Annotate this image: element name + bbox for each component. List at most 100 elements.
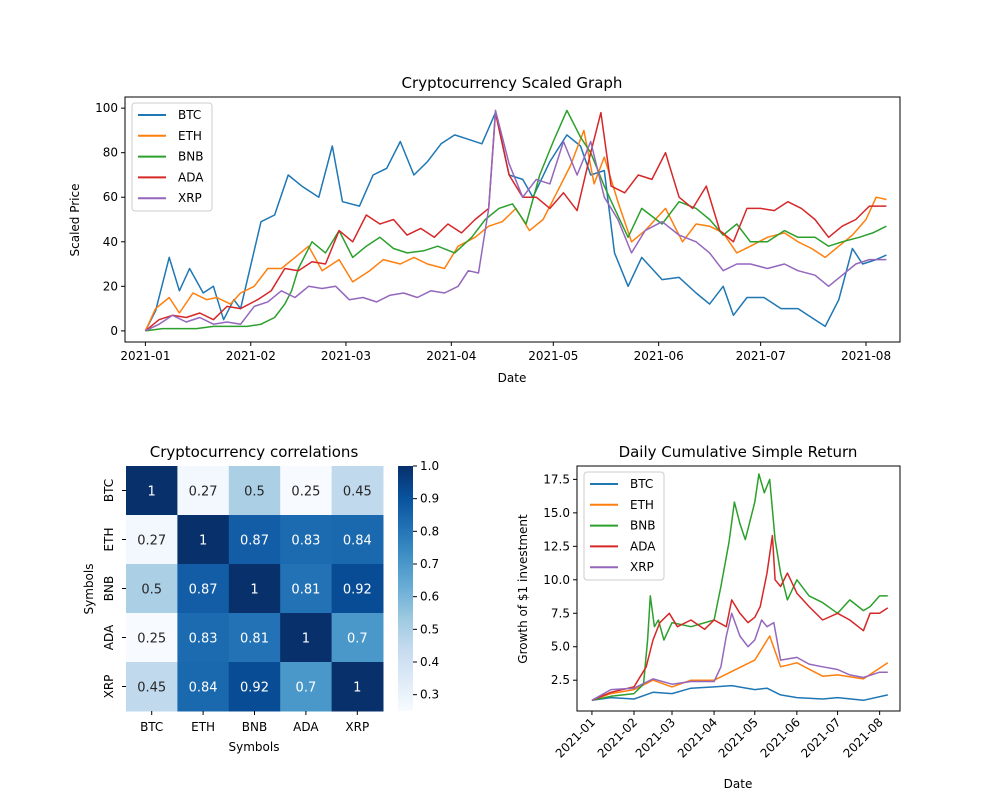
heatmap-cell-value: 0.83 [291,534,320,549]
x-tick-label: 2021-08 [841,349,891,363]
chart3-series-group [591,473,889,702]
series-line-btc [591,684,888,702]
heatmap-cell-value: 0.84 [189,681,218,696]
chart2-title: Cryptocurrency correlations [150,443,359,461]
heatmap-cell-value: 1 [250,583,258,598]
legend-label-xrp: XRP [630,560,654,574]
heatmap-cell [331,662,384,712]
heatmap-y-label: ADA [102,624,116,650]
correlation-heatmap: Cryptocurrency correlations 1 0.27 0.5 0.25… [82,443,439,754]
y-tick-label: 2.5 [551,673,570,687]
legend-label-eth: ETH [630,498,654,512]
heatmap-cell-value: 0.45 [137,681,166,696]
heatmap-cell-value: 0.5 [244,485,265,500]
heatmap-cell [126,466,178,516]
heatmap-cell [280,662,333,712]
series-line-xrp [145,109,887,332]
x-tick-label: 2021-08 [840,715,885,760]
heatmap-cell [126,564,178,614]
heatmap-cell-value: 0.25 [137,632,166,647]
heatmap-cell [126,515,178,565]
heatmap-cell [331,515,384,565]
heatmap-x-label: BNB [242,720,267,734]
x-tick-label: 2021-02 [595,715,640,760]
series-line-ada [144,111,887,332]
x-tick-label: 2021-06 [634,349,684,363]
heatmap-cell-value: 0.92 [343,583,372,598]
heatmap-cell-value: 1 [302,632,310,647]
series-line-xrp [591,612,888,701]
series-line-bnb [591,473,888,702]
chart2-ylabel: Symbols [82,564,96,615]
colorbar-tick-label: 1.0 [420,459,439,473]
heatmap-y-label: XRP [102,675,116,699]
chart1-title: Cryptocurrency Scaled Graph [402,74,623,92]
x-tick-label: 2021-01 [120,349,170,363]
chart3-legend-box [583,471,665,581]
colorbar-tick-label: 0.5 [420,622,439,636]
heatmap-cell-value: 0.92 [240,681,269,696]
chart3-title: Daily Cumulative Simple Return [619,443,858,461]
heatmap-cell [126,613,178,663]
x-tick-label: 2021-03 [633,715,678,760]
chart1-legend: BTC ETH BNB ADA XRP [131,102,213,212]
heatmap-cell [331,466,384,516]
heatmap-y-label: BNB [102,576,116,601]
heatmap-cell-value: 0.7 [347,632,368,647]
heatmap-cell [228,613,281,663]
heatmap-cell-value: 0.83 [189,632,218,647]
x-tick-label: 2021-02 [226,349,276,363]
heatmap-cell-value: 0.81 [291,583,320,598]
legend-label-xrp: XRP [178,191,202,205]
x-tick-label: 2021-05 [716,715,761,760]
colorbar-tick-label: 0.3 [420,688,439,702]
heatmap-cell-value: 0.84 [343,534,372,549]
legend-label-btc: BTC [178,108,201,122]
heatmap-cell-value: 0.45 [343,485,372,500]
heatmap-cell [177,515,230,565]
heatmap-cell [126,662,178,712]
chart3-xlabel: Date [724,777,753,791]
heatmap-cell-value: 0.81 [240,632,269,647]
y-tick-label: 100 [95,101,118,115]
chart1-xlabel: Date [498,371,527,385]
heatmap-cell [331,613,384,663]
x-tick-label: 2021-04 [675,715,720,760]
colorbar-tick-label: 0.7 [420,557,439,571]
heatmap-cell [280,466,333,516]
x-tick-label: 2021-04 [426,349,476,363]
y-tick-label: 5.0 [551,640,570,654]
chart1-ticks: 2021-01 2021-02 2021-03 2021-04 2021-05 2021-… [95,101,891,363]
chart3-ylabel: Growth of $1 investment [516,514,530,664]
chart3-legend: BTC ETH BNB ADA XRP [583,471,665,581]
heatmap-cell [228,564,281,614]
heatmap-cell [177,662,230,712]
heatmap-x-label: ADA [293,720,319,734]
x-tick-label: 2021-07 [798,715,843,760]
chart1-ylabel: Scaled Price [68,184,82,257]
y-tick-label: 7.5 [551,606,570,620]
x-tick-label: 2021-05 [528,349,578,363]
heatmap-cells: 1 0.27 0.5 0.25 0.45 0.27 1 0.87 0.83 0.84 0.5 0.87… [126,466,384,712]
legend-label-btc: BTC [630,477,653,491]
y-tick-label: 12.5 [543,539,570,553]
y-tick-label: 20 [103,279,118,293]
heatmap-cell-value: 0.7 [296,681,317,696]
legend-label-bnb: BNB [630,519,655,533]
heatmap-cell-value: 0.87 [189,583,218,598]
x-tick-label: 2021-03 [321,349,371,363]
x-tick-label: 2021-01 [553,715,598,760]
colorbar-tick-label: 0.4 [420,655,439,669]
heatmap-cell-value: 0.27 [189,485,218,500]
y-tick-label: 80 [103,146,118,160]
heatmap-cell [280,515,333,565]
chart2-xlabel: Symbols [229,740,280,754]
heatmap-cell [280,613,333,663]
colorbar-tick-label: 0.6 [420,590,439,604]
series-line-ada [591,534,889,701]
chart1-legend-box [131,102,213,212]
heatmap-cell-value: 0.87 [240,534,269,549]
chart1-series-group [144,109,887,332]
heatmap-cell-value: 1 [199,534,207,549]
